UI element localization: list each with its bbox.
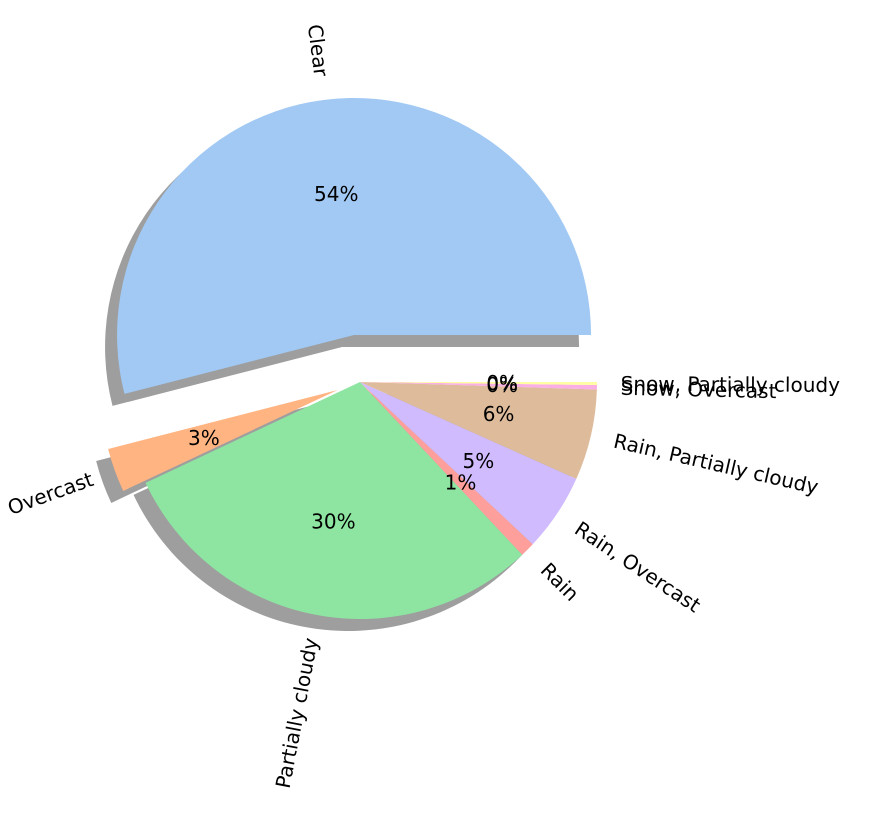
slice-clear [117, 97, 592, 394]
slice-snow-overcast [360, 382, 597, 390]
pct-label-partially-cloudy: 30% [311, 510, 355, 534]
pct-label-rain-overcast: 5% [462, 449, 494, 473]
pct-label-overcast: 3% [188, 426, 220, 450]
pct-label-rain-partially-cloudy: 6% [483, 402, 515, 426]
category-label-partially-cloudy: Partially cloudy [271, 636, 323, 791]
slice-snow-partially-cloudy [360, 382, 597, 385]
pct-label-snow-overcast: 0% [486, 373, 518, 397]
slice-rain-overcast [360, 382, 577, 545]
category-label-overcast: Overcast [4, 467, 96, 520]
percent-labels: 54%3%30%1%5%6%0%0% [188, 182, 518, 534]
category-label-rain-overcast: Rain, Overcast [570, 517, 705, 618]
pct-label-snow-partially-cloudy: 0% [486, 371, 518, 395]
pct-label-rain: 1% [445, 471, 477, 495]
pie-wedges [108, 97, 597, 619]
category-label-clear: Clear [303, 23, 333, 79]
category-label-snow-overcast: Snow, Overcast [620, 376, 777, 403]
slice-partially-cloudy [145, 382, 523, 619]
category-label-snow-partially-cloudy: Snow, Partially cloudy [621, 372, 841, 397]
slice-rain [360, 382, 533, 555]
category-label-rain: Rain [536, 558, 584, 606]
pct-label-clear: 54% [314, 182, 358, 206]
slice-rain-partially-cloudy [360, 382, 597, 479]
category-label-rain-partially-cloudy: Rain, Partially cloudy [611, 429, 820, 499]
slice-overcast [108, 390, 338, 491]
